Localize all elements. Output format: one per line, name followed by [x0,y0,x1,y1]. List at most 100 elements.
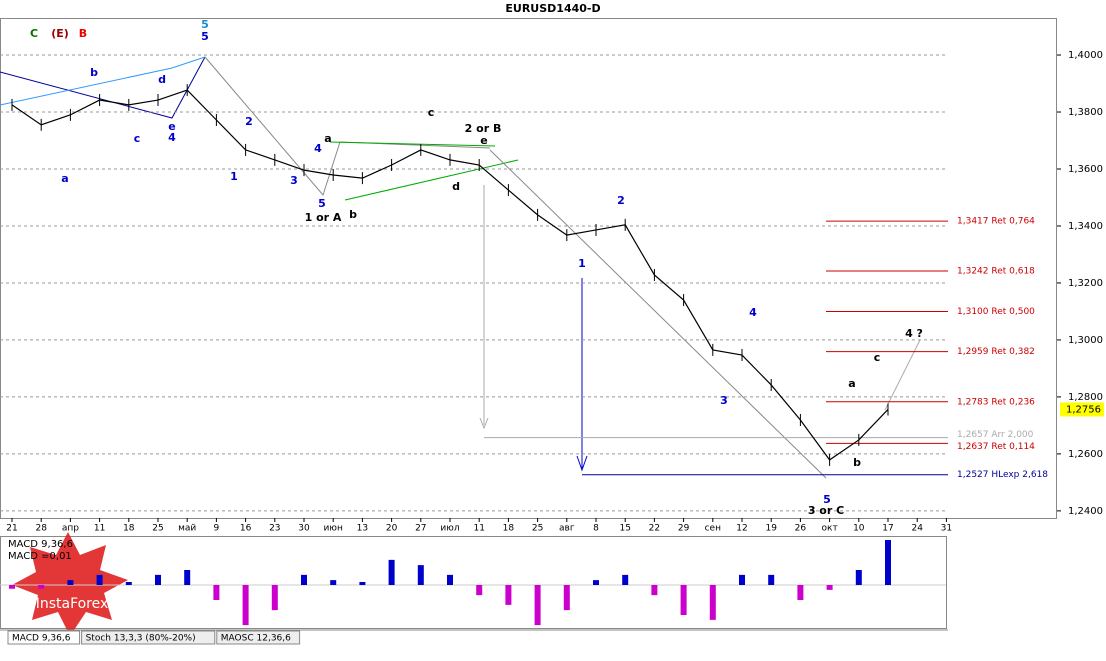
macd-bar [9,585,15,589]
wave-label: 4 [168,131,176,144]
macd-bar [768,574,775,585]
macd-bar [96,574,103,585]
x-tick-label: 18 [123,524,135,534]
x-tick-label: 19 [765,524,777,534]
macd-bar [505,585,512,605]
macd-bar [417,565,424,585]
chart-title: EURUSD1440-D [505,2,600,15]
macd-bar [826,585,833,590]
y-tick-label: 1,2600 [1068,449,1103,460]
macd-bar [447,574,453,585]
logo-text: InstaForex [36,596,109,612]
wave-label: c [134,132,141,145]
x-tick-label: 28 [35,524,47,534]
x-tick-label: окт [822,524,838,534]
arrow-head [576,455,588,472]
macd-bar [359,582,366,585]
wave-label: B [79,27,87,40]
x-tick-label: 9 [214,524,220,534]
y-tick-label: 1,2800 [1068,392,1103,403]
y-tick-label: 1,4000 [1068,50,1103,61]
macd-bar [593,580,599,585]
x-tick-label: 25 [532,524,543,534]
macd-bar [855,570,862,585]
macd-bar [38,585,45,589]
x-tick-label: 22 [649,524,660,534]
wave-label: 3 [720,394,728,407]
x-tick-label: 27 [415,524,426,534]
tab [216,630,301,645]
macd-bar [184,570,191,585]
wave-label: C [30,27,38,40]
wave-label: b [853,456,861,469]
x-tick-label: июн [324,524,343,534]
macd-label: MACD =0,01 [8,551,72,562]
wave-label: a [324,132,331,145]
level-label: 1,2783 Ret 0,236 [957,397,1035,407]
trend-line [329,141,496,147]
wave-label: e [168,120,175,133]
wave-label: a [848,377,855,390]
x-tick-label: 23 [269,524,280,534]
wave-label: (E) [51,27,69,40]
macd-label: MACD 9,36,6 [8,539,73,550]
x-tick-label: 8 [593,524,599,534]
wave-label: c [874,351,881,364]
arrow-head [479,417,489,430]
tab-label: MAOSC 12,36,6 [221,634,291,644]
x-tick-label: 16 [240,524,252,534]
x-tick-label: 25 [152,524,163,534]
y-tick-label: 1,3600 [1068,164,1103,175]
x-tick-label: сен [705,524,721,534]
x-tick-label: 18 [503,524,515,534]
x-tick-label: 10 [853,524,865,534]
x-tick-label: 17 [882,524,893,534]
macd-bar [301,574,307,585]
y-tick-label: 1,3200 [1068,278,1103,289]
x-tick-label: 21 [6,524,17,534]
wave-label: 5 [201,30,209,43]
wave-label: 2 or B [465,122,502,135]
x-tick-label: 29 [678,524,690,534]
macd-bar [330,580,337,585]
macd-bar [797,585,804,600]
macd-bar [388,559,395,585]
wave-label: 5 [201,18,209,31]
level-label: 1,3417 Ret 0,764 [957,217,1035,227]
wave-label: d [452,180,460,193]
y-tick-label: 1,3400 [1068,221,1103,232]
x-tick-label: 26 [795,524,807,534]
macd-bar [622,574,629,585]
x-tick-label: 13 [357,524,368,534]
level-label: 1,2527 HLexp 2,618 [957,470,1048,480]
wave-label: 4 [314,142,322,155]
macd-bar [680,585,687,615]
wave-label: 4 [749,306,757,319]
x-tick-label: 12 [736,524,747,534]
macd-bar [476,585,483,596]
x-tick-label: авг [559,524,575,534]
wave-label: a [61,172,68,185]
tab-label: MACD 9,36,6 [12,634,71,644]
x-tick-label: 11 [473,524,484,534]
y-tick-label: 1,3000 [1068,335,1103,346]
wave-label: 3 or C [808,504,844,517]
y-tick-label: 1,2400 [1068,506,1103,517]
x-tick-label: 30 [298,524,310,534]
wave-label: 5 [318,197,326,210]
wave-label: 1 [578,257,586,270]
x-tick-label: 31 [941,524,952,534]
macd-bar [271,585,278,611]
macd-bar [125,582,132,585]
wave-label: d [158,73,166,86]
macd-bar [651,585,658,596]
macd-bar [242,585,249,626]
trend-line [489,149,827,479]
x-tick-label: май [178,524,196,534]
wave-label: 4 ? [905,327,923,340]
wave-label: 3 [290,174,298,187]
wave-label: 2 [617,194,625,207]
trend-line [0,56,206,119]
